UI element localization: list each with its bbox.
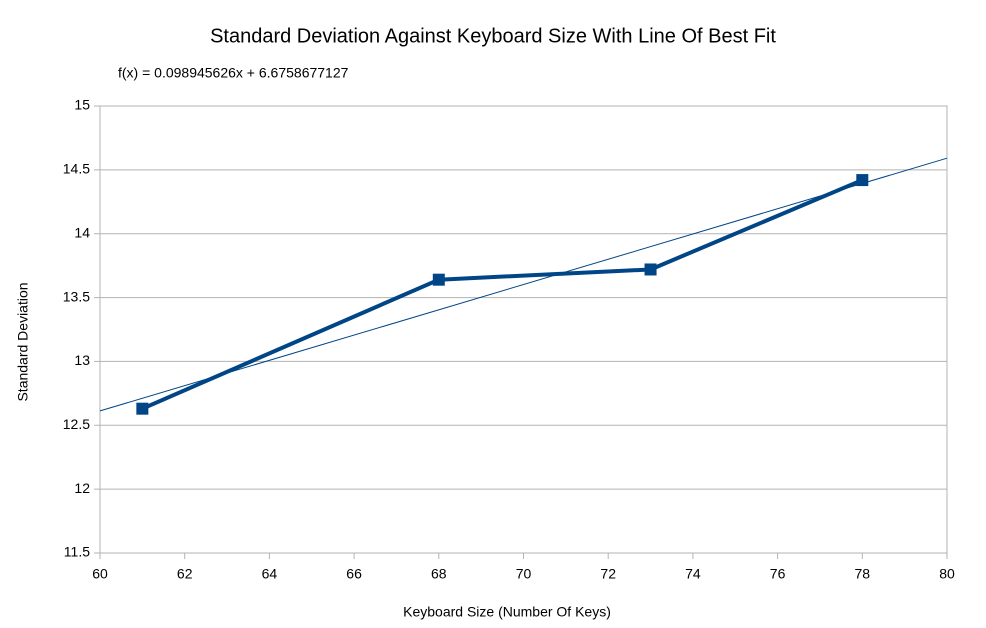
x-tick-label: 66: [346, 566, 362, 582]
y-tick-label: 13: [74, 352, 90, 368]
trendline: [99, 157, 948, 412]
y-tick-label: 14: [74, 224, 90, 240]
marker: [136, 402, 149, 415]
x-axis-label: Keyboard Size (Number Of Keys): [403, 604, 611, 620]
marker: [856, 174, 869, 187]
x-tick-label: 60: [92, 566, 108, 582]
data-line: [141, 178, 864, 411]
marker: [432, 273, 445, 286]
marker: [644, 263, 657, 276]
x-tick-label: 64: [262, 566, 278, 582]
y-tick-label: 13.5: [63, 288, 90, 304]
y-tick-label: 11.5: [64, 544, 90, 560]
y-axis-label: Standard Deviation: [15, 282, 31, 401]
y-tick-label: 15: [74, 97, 90, 113]
x-tick-label: 76: [770, 566, 786, 582]
x-tick-label: 80: [939, 566, 955, 582]
x-tick-label: 70: [516, 566, 532, 582]
y-tick-label: 14.5: [63, 161, 90, 177]
x-tick-label: 74: [685, 566, 701, 582]
y-tick-label: 12: [74, 480, 90, 496]
chart-title: Standard Deviation Against Keyboard Size…: [210, 25, 776, 47]
y-tick-label: 12.5: [63, 416, 90, 432]
trendline-equation: f(x) = 0.098945626x + 6.6758677127: [118, 65, 349, 81]
x-tick-label: 62: [177, 566, 193, 582]
x-tick-label: 78: [855, 566, 871, 582]
plot-frame: [99, 105, 948, 554]
x-tick-label: 72: [600, 566, 616, 582]
x-tick-label: 68: [431, 566, 447, 582]
